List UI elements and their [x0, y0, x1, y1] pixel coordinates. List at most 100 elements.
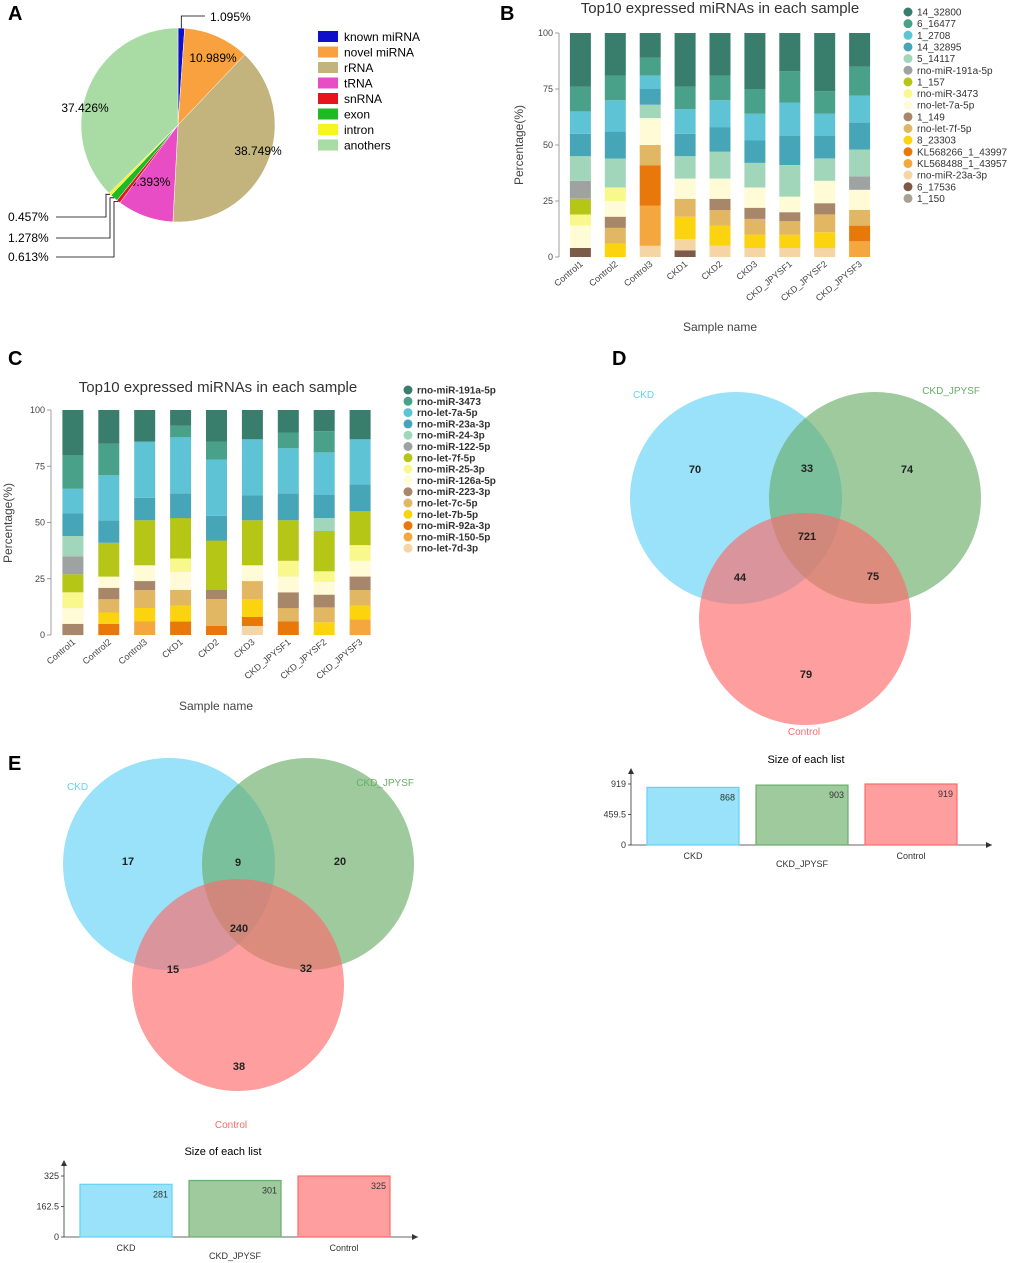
bar-segment-rno-mir-3473-ckd2	[206, 441, 227, 460]
pie-label-intron: 0.457%	[8, 210, 49, 224]
venn-circle-control	[699, 513, 911, 725]
x-tick-label-control1: Control1	[552, 259, 584, 289]
legend-label-rno-mir-122-5p: rno-miR-122-5p	[417, 442, 490, 453]
bar-segment-6-16477-ckd1	[674, 86, 696, 110]
bar-segment-rno-let-7b-5p-ckd-jpysf2	[313, 622, 335, 635]
bar-segment-rno-let-7f-5p-ckd2	[206, 540, 227, 590]
bar-segment-rno-let-7a-5p-ckd2	[206, 459, 227, 516]
bar-segment-rno-let-7f-5p-ckd2	[709, 210, 731, 226]
bar-segment-6-16477-control3	[639, 57, 661, 76]
bar-segment-rno-mir-23a-3p-control1	[62, 513, 84, 536]
bar-segment-1-149-ckd-jpysf1	[779, 212, 801, 222]
size-bar-ckd-jpysf	[188, 1179, 282, 1238]
bar-segment-rno-let-7f-5p-control2	[98, 542, 120, 577]
venn-set-name-ckd-jpysf: CKD_JPYSF	[922, 386, 980, 397]
bar-segment-1-2708-control1	[569, 111, 591, 134]
bar-segment-8-23303-ckd3	[744, 234, 766, 248]
bar-segment-5-14117-control2	[604, 158, 626, 188]
bar-segment-6-16477-control1	[569, 86, 591, 112]
legend-label-rno-mir-25-3p: rno-miR-25-3p	[417, 465, 485, 476]
legend-label-1-149: 1_149	[917, 112, 945, 123]
bar-segment-6-16477-ckd2	[709, 75, 731, 101]
bar-segment-5-14117-ckd-jpysf3	[849, 149, 871, 177]
bar-segment-1-2708-ckd-jpysf3	[849, 95, 871, 123]
legend-label-kl568266-1-43997: KL568266_1_43997	[917, 147, 1008, 158]
bar-segment-rno-mir-23a-3p-ckd-jpysf1	[779, 248, 801, 257]
bar-segment-14-32895-ckd1	[674, 133, 696, 157]
bar-segment-rno-mir-150-5p-ckd-jpysf3	[349, 619, 371, 636]
legend-marker-rno-mir-150-5p	[403, 532, 413, 542]
bar-segment-1-149-control2	[604, 216, 626, 228]
bar-segment-rno-mir-191a-5p-ckd-jpysf1	[277, 410, 299, 433]
legend-label-5-14117: 5_14117	[917, 54, 956, 65]
legend-marker-rno-mir-23a-3p	[903, 170, 913, 180]
y-tick-label: 0	[548, 252, 553, 262]
bar-segment-1-149-ckd-jpysf2	[814, 203, 836, 215]
y-axis-arrow	[61, 1160, 67, 1166]
bar-segment-kl568266-1-43997-control3	[639, 165, 661, 206]
bar-segment-rno-mir-191a-5p-control1	[62, 410, 84, 455]
panel-label-a: A	[8, 3, 22, 25]
bar-segment-rno-mir-191a-5p-ckd-jpysf3	[849, 176, 871, 190]
size-bar-value-ckd-jpysf: 903	[829, 790, 844, 800]
legend-marker-rno-mir-24-3p	[403, 430, 413, 440]
bar-segment-14-32895-ckd3	[744, 140, 766, 163]
legend-marker-1-2708	[903, 30, 913, 40]
pie-legend-label-trna: tRNA	[344, 77, 373, 91]
x-tick-label-control2: Control2	[81, 637, 113, 667]
bar-segment-14-32895-control3	[639, 89, 661, 105]
legend-label-rno-mir-191a-5p: rno-miR-191a-5p	[417, 386, 496, 397]
pie-legend-label-anothers: anothers	[344, 139, 391, 153]
bar-segment-rno-mir-191a-5p-ckd1	[170, 410, 192, 426]
bar-segment-rno-mir-126a-5p-ckd-jpysf1	[277, 576, 299, 593]
pie-label-novel-mirna: 10.989%	[189, 51, 237, 65]
size-bar-value-ckd: 868	[720, 792, 735, 802]
legend-marker-kl568488-1-43957	[903, 158, 913, 168]
bar-segment-14-32895-ckd-jpysf3	[849, 122, 871, 150]
pie-legend-swatch-novel-mirna	[318, 46, 338, 58]
legend-marker-rno-mir-191a-5p	[403, 385, 413, 395]
bar-segment-rno-let-7a-5p-ckd-jpysf3	[349, 439, 371, 485]
y-tick-label: 50	[543, 140, 553, 150]
pie-legend-label-intron: intron	[344, 123, 374, 137]
bar-segment-rno-let-7a-5p-control2	[604, 201, 626, 217]
venn-count-ckd-only: 70	[689, 464, 701, 476]
size-bar-category-control: Control	[329, 1243, 358, 1253]
bar-segment-rno-mir-191a-5p-control1	[569, 180, 591, 199]
legend-label-6-17536: 6_17536	[917, 182, 956, 193]
bar-segment-rno-mir-23a-3p-ckd1	[170, 493, 192, 519]
bar-segment-14-32895-control2	[604, 131, 626, 159]
legend-label-rno-mir-126a-5p: rno-miR-126a-5p	[417, 476, 496, 487]
bar-segment-rno-mir-25-3p-control1	[62, 592, 84, 609]
legend-marker-rno-let-7f-5p	[903, 124, 913, 133]
panel-label-d: D	[612, 348, 626, 370]
bar-segment-8-23303-control2	[604, 243, 626, 257]
pie-label-anothers: 37.426%	[61, 101, 109, 115]
legend-label-rno-mir-92a-3p: rno-miR-92a-3p	[417, 521, 490, 532]
bar-segment-1-2708-ckd-jpysf1	[779, 102, 801, 136]
bar-segment-rno-mir-223-3p-control2	[98, 587, 120, 600]
legend-label-6-16477: 6_16477	[917, 19, 956, 30]
legend-marker-1-157	[903, 77, 913, 87]
bar-segment-rno-mir-24-3p-ckd-jpysf2	[313, 518, 335, 531]
legend-marker-rno-let-7a-5p	[403, 408, 413, 418]
bar-segment-rno-mir-23a-3p-control3	[639, 245, 661, 257]
legend-label-rno-mir-3473: rno-miR-3473	[417, 397, 481, 408]
bar-segment-1-149-ckd3	[744, 207, 766, 219]
x-tick-label-control2: Control2	[587, 259, 619, 289]
bar-segment-6-16477-ckd-jpysf1	[779, 71, 801, 103]
bar-segment-6-16477-ckd3	[744, 89, 766, 114]
bar-segment-1-2708-control3	[639, 75, 661, 89]
chart-c-xlabel: Sample name	[179, 699, 253, 713]
pie-legend-label-snrna: snRNA	[344, 92, 382, 106]
venn-set-name-ckd-jpysf: CKD_JPYSF	[356, 778, 414, 789]
venn-count-control-only: 79	[800, 669, 812, 681]
bar-segment-rno-mir-223-3p-ckd2	[206, 590, 227, 599]
bar-segment-rno-mir-3473-ckd1	[170, 425, 192, 438]
legend-marker-rno-mir-25-3p	[403, 464, 413, 474]
bar-segment-1-2708-ckd1	[674, 109, 696, 134]
bar-segment-rno-mir-23a-3p-ckd-jpysf2	[313, 494, 335, 519]
pie-leader-line	[56, 197, 114, 239]
bar-segment-rno-mir-223-3p-ckd-jpysf3	[349, 576, 371, 590]
size-chart-y-tick-label: 0	[621, 840, 626, 850]
